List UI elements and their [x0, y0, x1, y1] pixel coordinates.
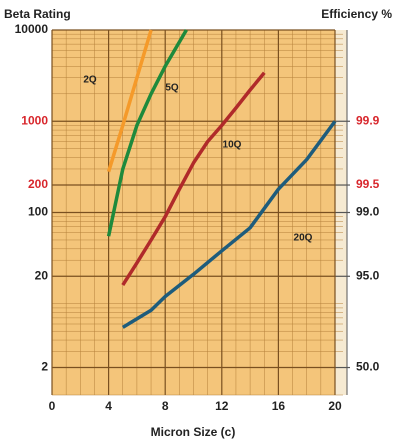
series-line [106, 29, 188, 237]
series-label: 2Q [83, 75, 97, 86]
y-tick-label: 20 [35, 268, 49, 282]
x-tick-label: 8 [162, 399, 169, 413]
x-tick-label: 20 [328, 399, 342, 413]
y2-axis-label: Efficiency % [321, 7, 392, 21]
series-line [121, 71, 266, 287]
x-axis-label: Micron Size (c) [151, 425, 236, 439]
y2-tick-label: 95.0 [356, 268, 380, 282]
y-tick-label: 2 [41, 360, 48, 374]
y-tick-label: 1000 [21, 113, 48, 127]
series-line [106, 29, 153, 173]
y2-tick-label: 50.0 [356, 360, 380, 374]
series-line [121, 120, 337, 329]
x-tick-label: 4 [105, 399, 112, 413]
y2-tick-label: 99.5 [356, 177, 380, 191]
y-axis-label: Beta Rating [4, 7, 71, 21]
x-tick-label: 16 [272, 399, 286, 413]
y-tick-label: 200 [28, 177, 48, 191]
y2-tick-label: 99.9 [356, 113, 380, 127]
series-label: 5Q [165, 83, 179, 94]
series-label: 20Q [294, 233, 313, 244]
x-tick-label: 12 [215, 399, 229, 413]
y-tick-label: 100 [28, 205, 48, 219]
y-tick-label: 10000 [15, 22, 49, 36]
y2-tick-label: 99.0 [356, 205, 380, 219]
x-tick-label: 0 [49, 399, 56, 413]
series-label: 10Q [223, 140, 242, 151]
